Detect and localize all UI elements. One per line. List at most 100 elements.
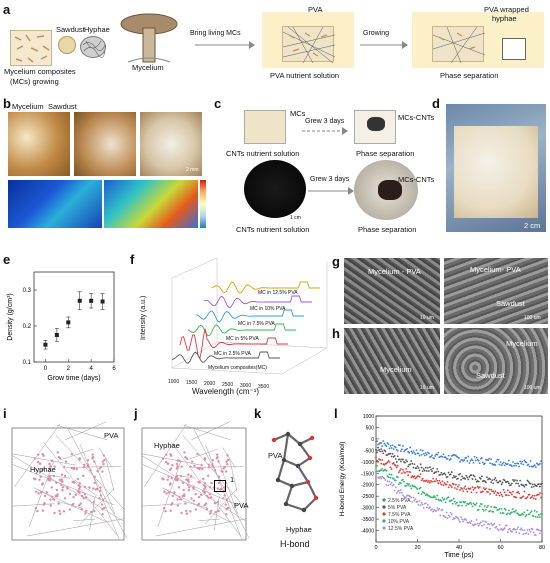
- l-point-3-30: [406, 482, 409, 485]
- l-point-4-113: [492, 523, 495, 526]
- l-point-2-52: [429, 481, 431, 484]
- l-point-0-155: [535, 462, 538, 465]
- l-point-4-100: [478, 522, 481, 525]
- l-point-1-111: [490, 481, 493, 484]
- l-point-1-7: [382, 452, 385, 455]
- l-point-3-41: [417, 492, 420, 495]
- md-j-hyphae-atom-28: [213, 468, 217, 472]
- l-point-1-120: [499, 480, 502, 483]
- f-s2-label: MC in 10% PVA: [250, 306, 286, 312]
- md-j-hyphae-atom-22: [226, 454, 229, 457]
- l-point-2-13: [388, 461, 391, 463]
- md-i-pva-chain-24: [65, 466, 122, 468]
- l-point-0-14: [389, 444, 392, 447]
- l-point-0-116: [495, 460, 498, 463]
- l-point-4-101: [479, 521, 482, 524]
- l-point-4-160: [541, 532, 543, 535]
- md-j-hyphae-atom-132: [164, 460, 168, 464]
- md-j-hyphae-atom-139: [214, 510, 217, 514]
- l-point-2-86: [464, 485, 467, 488]
- md-i-hyphae-atom-133: [49, 504, 52, 507]
- l-point-1-60: [437, 470, 440, 473]
- l-point-3-87: [465, 504, 468, 507]
- mc-block: [10, 30, 52, 66]
- l-point-4-40: [416, 500, 419, 503]
- l-point-2-153: [533, 494, 536, 497]
- l-point-0-33: [409, 446, 412, 449]
- md-i-hyphae-atom-78: [93, 481, 96, 485]
- md-i-hyphae-atom-70: [56, 451, 59, 454]
- l-point-3-127: [506, 512, 509, 515]
- l-point-3-59: [436, 494, 439, 497]
- l-point-2-91: [469, 487, 472, 490]
- l-point-0-124: [503, 464, 506, 467]
- l-point-4-70: [447, 514, 450, 517]
- md-i-hyphae-atom-119: [43, 502, 46, 505]
- g-sawdust-label: Sawdust: [496, 299, 525, 308]
- l-point-3-126: [505, 513, 508, 516]
- l-point-0-142: [522, 463, 525, 466]
- md-simulation-j: [141, 421, 250, 541]
- l-point-2-145: [525, 497, 528, 500]
- md-i-hyphae-atom-128: [80, 494, 84, 498]
- l-point-3-17: [392, 477, 395, 480]
- l-point-2-70: [447, 486, 450, 489]
- md-i-hyphae-atom-96: [50, 495, 54, 499]
- l-xtick-label-4: 80: [539, 545, 545, 551]
- md-j-hyphae-atom-31: [217, 475, 221, 478]
- l-point-0-130: [509, 464, 512, 466]
- l-point-4-142: [522, 533, 525, 536]
- l-point-0-95: [473, 455, 476, 458]
- md-i-hyphae-atom-104: [101, 460, 105, 463]
- l-point-0-49: [425, 453, 428, 456]
- l-point-2-81: [459, 489, 461, 491]
- l-point-4-50: [426, 503, 429, 506]
- l-point-2-93: [471, 486, 474, 489]
- pva-fibers: [282, 26, 336, 64]
- md-i-hyphae-atom-71: [82, 466, 85, 469]
- l-point-3-75: [452, 497, 455, 500]
- l-point-2-43: [419, 473, 422, 475]
- l-point-0-154: [534, 466, 537, 469]
- l-point-2-157: [537, 493, 540, 496]
- f-xlabel: Wavelength (cm⁻¹): [192, 387, 260, 396]
- l-point-0-16: [391, 444, 394, 447]
- e-ytick-label-0: 0.1: [23, 360, 32, 366]
- l-point-2-78: [456, 488, 458, 490]
- l-point-1-128: [507, 482, 510, 485]
- l-point-0-134: [514, 462, 516, 465]
- a-mcs-growing-label: (MCs) growing: [10, 77, 59, 86]
- l-point-3-134: [514, 511, 516, 513]
- f-ylabel: Intensity (a.u.): [140, 295, 147, 340]
- l-point-3-152: [532, 515, 535, 518]
- md-j-pva-chain-20: [222, 447, 236, 469]
- md-j-hyphae-atom-94: [202, 477, 205, 481]
- l-point-0-140: [520, 462, 523, 465]
- md-j-hyphae-atom-142: [210, 481, 213, 485]
- l-point-1-107: [486, 476, 488, 479]
- l-point-4-80: [458, 519, 460, 521]
- d-scale-label: 2 cm: [524, 221, 541, 230]
- md-i-hyphae-atom-54: [50, 486, 53, 489]
- e-point-2: [66, 320, 71, 325]
- md-i-hyphae-atom-132: [36, 460, 40, 464]
- l-point-2-94: [472, 488, 475, 491]
- l-point-4-158: [539, 532, 541, 535]
- c-arrow-2: [308, 187, 354, 195]
- l-point-4-11: [386, 480, 389, 483]
- l-point-3-96: [474, 504, 477, 506]
- md-j-hyphae-atom-63: [164, 509, 167, 513]
- l-point-0-89: [467, 455, 470, 458]
- l-point-0-37: [413, 451, 416, 454]
- panel-k-label: k: [254, 406, 262, 421]
- mc-block-texture: [14, 34, 50, 63]
- k-bond-5: [297, 457, 311, 467]
- md-i-hyphae-atom-130: [99, 489, 102, 493]
- l-ytick-label-8: -3000: [361, 506, 374, 512]
- l-point-3-64: [441, 496, 444, 499]
- md-i-hyphae-atom-92: [37, 492, 40, 495]
- md-j-hyphae-atom-118: [196, 453, 199, 456]
- md-i-hyphae-atom-23: [48, 462, 51, 466]
- h-mycelium-label: Mycelium: [380, 365, 412, 374]
- l-point-3-80: [458, 504, 460, 507]
